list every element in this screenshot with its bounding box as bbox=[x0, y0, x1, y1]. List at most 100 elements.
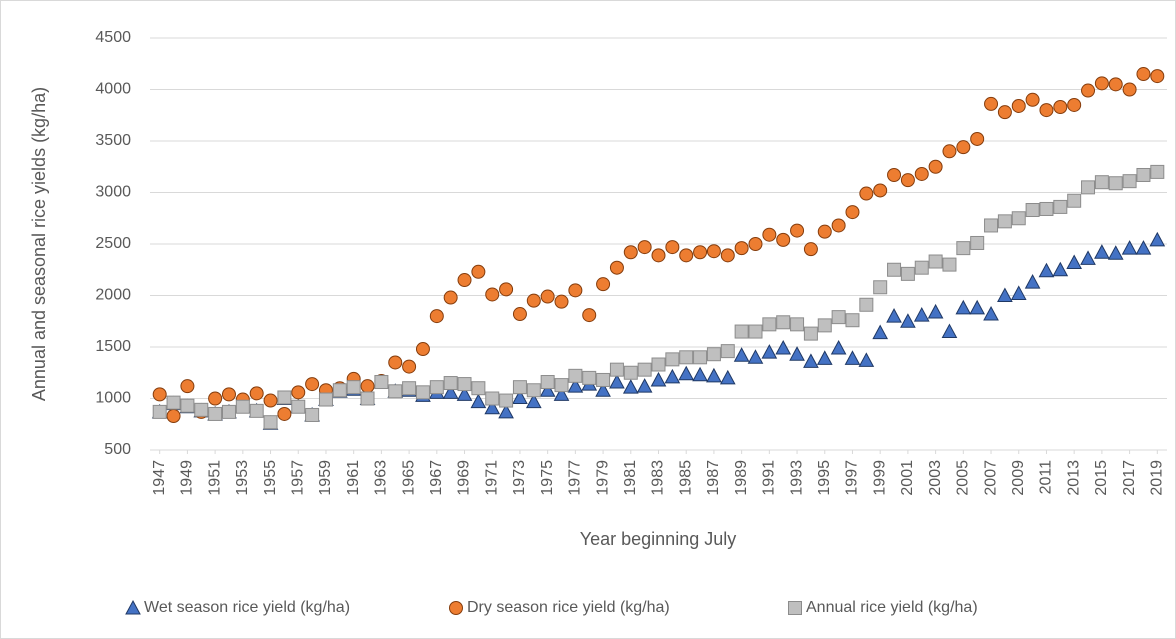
x-tick-label: 1985 bbox=[677, 460, 694, 496]
point bbox=[1107, 245, 1124, 260]
point bbox=[402, 359, 417, 374]
point bbox=[263, 393, 278, 408]
point bbox=[623, 245, 638, 260]
point bbox=[803, 326, 818, 341]
x-tick-label: 2007 bbox=[982, 460, 999, 496]
point bbox=[263, 415, 278, 430]
point bbox=[402, 381, 417, 396]
x-tick-label: 1979 bbox=[594, 460, 611, 496]
point bbox=[913, 307, 930, 322]
point bbox=[332, 383, 347, 398]
point bbox=[512, 389, 528, 404]
point bbox=[499, 282, 514, 297]
point bbox=[803, 242, 818, 257]
point bbox=[1150, 69, 1165, 84]
point bbox=[873, 183, 888, 198]
point bbox=[346, 380, 361, 395]
point bbox=[291, 399, 306, 414]
point bbox=[249, 403, 264, 418]
point bbox=[471, 264, 486, 279]
point bbox=[1081, 83, 1096, 98]
point bbox=[914, 166, 929, 181]
point bbox=[693, 350, 708, 365]
point bbox=[914, 260, 929, 275]
point bbox=[277, 390, 292, 405]
x-tick-label: 1973 bbox=[511, 460, 528, 496]
point bbox=[941, 323, 958, 339]
point bbox=[360, 379, 375, 394]
legend-label: Wet season rice yield (kg/ha) bbox=[144, 599, 350, 616]
point bbox=[1052, 261, 1069, 277]
point bbox=[927, 303, 944, 319]
point bbox=[956, 140, 971, 155]
point bbox=[374, 375, 389, 390]
point bbox=[706, 347, 721, 362]
point bbox=[553, 386, 570, 401]
point bbox=[166, 395, 181, 410]
point bbox=[554, 378, 569, 393]
point bbox=[152, 404, 167, 419]
point bbox=[845, 205, 860, 220]
point bbox=[526, 383, 541, 398]
point bbox=[1122, 174, 1137, 189]
y-tick-label: 4500 bbox=[95, 29, 131, 46]
point bbox=[734, 324, 749, 339]
point bbox=[748, 237, 763, 251]
point bbox=[208, 391, 223, 406]
point bbox=[471, 381, 486, 396]
point bbox=[817, 224, 832, 239]
point bbox=[235, 399, 250, 414]
point bbox=[470, 393, 487, 409]
x-tick-label: 2005 bbox=[955, 460, 972, 496]
point bbox=[776, 315, 791, 330]
point bbox=[221, 404, 236, 419]
point bbox=[1039, 201, 1054, 216]
point bbox=[1038, 262, 1055, 278]
point bbox=[776, 232, 791, 247]
point bbox=[582, 308, 597, 323]
y-tick-label: 1000 bbox=[95, 390, 131, 407]
point bbox=[194, 402, 209, 417]
point bbox=[457, 377, 472, 392]
x-tick-label: 1989 bbox=[733, 460, 750, 496]
x-tick-label: 1977 bbox=[567, 460, 584, 496]
point bbox=[499, 393, 514, 408]
point bbox=[969, 299, 986, 315]
point bbox=[485, 287, 500, 302]
point bbox=[679, 248, 694, 263]
point bbox=[928, 254, 943, 269]
point bbox=[706, 244, 721, 259]
point bbox=[388, 384, 403, 399]
x-tick-label: 1999 bbox=[871, 460, 888, 496]
point bbox=[539, 382, 556, 397]
legend-marker bbox=[125, 599, 141, 615]
point bbox=[429, 380, 444, 395]
point bbox=[1066, 254, 1083, 270]
x-tick-label: 1949 bbox=[179, 460, 196, 496]
point bbox=[887, 262, 902, 277]
point bbox=[525, 393, 542, 409]
point bbox=[1025, 203, 1040, 218]
point bbox=[830, 339, 847, 355]
y-tick-label: 3500 bbox=[95, 132, 131, 149]
x-tick-label: 1995 bbox=[816, 460, 833, 496]
point bbox=[1067, 97, 1082, 112]
point bbox=[1094, 175, 1109, 190]
point bbox=[360, 391, 375, 406]
point bbox=[997, 105, 1012, 120]
point bbox=[1136, 67, 1151, 82]
point bbox=[845, 313, 860, 328]
point bbox=[596, 277, 611, 292]
point bbox=[1121, 240, 1138, 255]
point bbox=[789, 346, 805, 361]
point bbox=[1067, 193, 1082, 208]
point bbox=[484, 399, 501, 415]
point bbox=[568, 283, 583, 298]
point bbox=[873, 280, 888, 295]
point bbox=[651, 248, 666, 263]
point bbox=[790, 317, 805, 332]
y-tick-label: 1500 bbox=[95, 338, 131, 355]
point bbox=[816, 350, 833, 365]
point bbox=[1081, 180, 1096, 195]
